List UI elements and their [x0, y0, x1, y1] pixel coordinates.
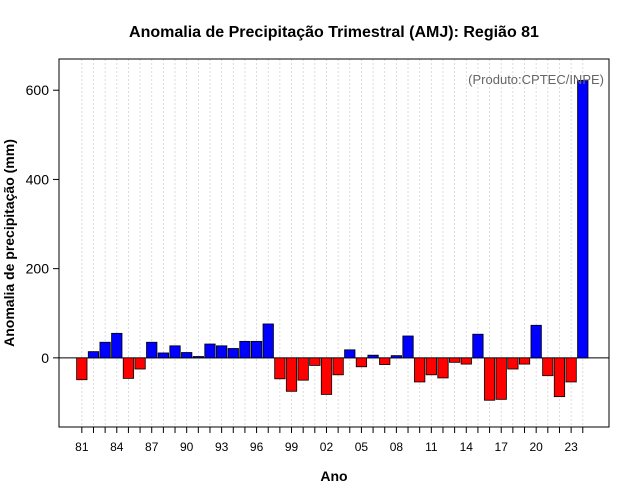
bar-1981 — [76, 357, 88, 381]
y-tick-label: 0 — [41, 350, 49, 366]
bar-2023 — [565, 357, 577, 383]
y-axis-label: Anomalia de precipitação (mm) — [1, 139, 17, 347]
bar-1994 — [227, 348, 239, 359]
bar-2011 — [425, 357, 437, 376]
bar-2006 — [367, 354, 379, 359]
x-tick-label: 11 — [425, 440, 438, 454]
bar-1982 — [87, 351, 100, 359]
bar-2005 — [355, 357, 368, 368]
bar-2022 — [553, 357, 566, 398]
bar-1995 — [239, 340, 251, 359]
bar-2000 — [297, 357, 309, 381]
x-axis-label: Ano — [320, 468, 347, 484]
plot-frame — [58, 58, 610, 428]
x-tick-label: 93 — [215, 440, 229, 454]
product-credit: (Produto:CPTEC/INPE) — [468, 72, 604, 87]
bar-2018 — [507, 357, 519, 370]
bar-2021 — [542, 357, 554, 377]
x-axis: 81 84 87 90 93 96 99 02 05 08 11 14 17 20 23 — [75, 427, 584, 454]
chart-title: Anomalia de Precipitação Trimestral (AMJ… — [129, 24, 539, 41]
bar-2010 — [414, 357, 426, 383]
x-tick-label: 99 — [285, 440, 299, 454]
bar-2017 — [495, 357, 507, 400]
x-tick-label: 05 — [355, 440, 369, 454]
x-tick-label: 84 — [110, 440, 124, 454]
bar-1999 — [285, 357, 298, 392]
bar-2024 — [577, 80, 589, 359]
bar-1986 — [134, 357, 146, 370]
bar-2008 — [390, 355, 402, 359]
x-tick-label: 87 — [145, 440, 159, 454]
bar-1997 — [262, 323, 274, 359]
bar-1990 — [181, 352, 193, 359]
bar-2015 — [472, 333, 484, 359]
y-tick-label: 200 — [26, 261, 50, 277]
bar-1989 — [169, 345, 181, 359]
x-tick-label: 96 — [250, 440, 264, 454]
x-tick-label: 08 — [390, 440, 404, 454]
x-tick-label: 17 — [495, 440, 509, 454]
bar-2012 — [437, 357, 449, 379]
x-tick-label: 02 — [320, 440, 334, 454]
bar-2001 — [309, 357, 321, 366]
y-tick-label: 400 — [26, 171, 50, 187]
bar-1985 — [122, 357, 135, 379]
y-tick-label: 600 — [26, 82, 50, 98]
bar-1996 — [250, 340, 263, 359]
vertical-grid — [81, 59, 584, 427]
bar-2009 — [402, 335, 414, 359]
bar-1988 — [157, 352, 169, 359]
bar-2014 — [460, 357, 472, 365]
bar-1983 — [99, 341, 111, 359]
x-tick-label: 20 — [529, 440, 543, 454]
x-tick-label: 23 — [564, 440, 578, 454]
bar-1991 — [192, 356, 204, 359]
bar-2020 — [530, 324, 542, 359]
bar-1992 — [204, 343, 216, 359]
bar-2003 — [332, 357, 344, 376]
y-axis: 0 200 400 600 — [26, 82, 59, 366]
bar-2004 — [344, 349, 356, 359]
x-tick-label: 81 — [75, 440, 89, 454]
bar-2013 — [449, 357, 461, 363]
x-tick-label: 14 — [460, 440, 474, 454]
bar-2002 — [320, 357, 333, 395]
bar-2007 — [379, 357, 391, 365]
bar-1987 — [146, 341, 158, 359]
bar-2019 — [518, 357, 531, 365]
bars-group — [76, 80, 589, 401]
bar-1998 — [274, 357, 286, 380]
bar-2016 — [483, 357, 496, 401]
bar-1984 — [111, 332, 123, 359]
bar-1993 — [216, 345, 228, 359]
x-tick-label: 90 — [180, 440, 194, 454]
